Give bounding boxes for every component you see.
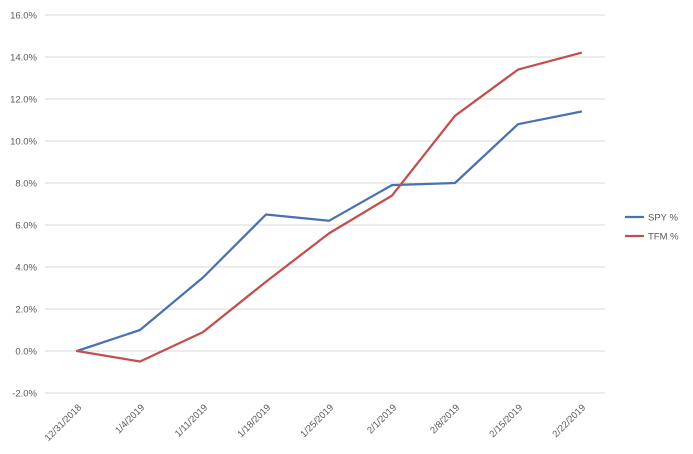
x-tick-label: 2/15/2019 [487, 402, 525, 440]
y-tick-label: 10.0% [10, 137, 37, 148]
x-tick-label: 2/22/2019 [550, 402, 588, 440]
gridlines [45, 14, 605, 394]
y-tick-label: 12.0% [10, 95, 37, 106]
y-tick-label: -2.0% [12, 389, 37, 400]
x-axis: 12/31/2018 1/4/2019 1/11/2019 1/18/2019 1/25… [43, 350, 605, 444]
x-tick-label: 12/31/2018 [43, 402, 84, 443]
x-tick-label: 1/18/2019 [235, 402, 273, 440]
y-axis-ticks: -2.0% 0.0% 2.0% 4.0% 6.0% 8.0% 10.0% 12.0% 14.0%… [10, 11, 37, 400]
x-tick-label: 1/25/2019 [298, 402, 336, 440]
x-tick-label: 1/11/2019 [173, 402, 210, 439]
legend: SPY % TFM % [625, 213, 679, 243]
y-tick-label: 2.0% [15, 305, 37, 316]
y-tick-label: 8.0% [15, 179, 37, 190]
y-tick-label: 6.0% [15, 221, 37, 232]
legend-label: TFM % [648, 232, 679, 243]
y-tick-label: 0.0% [15, 347, 37, 358]
series-line-1 [75, 110, 583, 353]
y-tick-label: 16.0% [10, 11, 37, 22]
x-tick-label: 1/4/2019 [113, 402, 147, 436]
y-tick-label: 14.0% [10, 53, 37, 64]
series-lines [75, 51, 583, 363]
x-tick-label: 2/1/2019 [365, 402, 399, 436]
y-tick-label: 4.0% [15, 263, 37, 274]
legend-label: SPY % [648, 213, 678, 224]
x-tick-label: 2/8/2019 [428, 402, 462, 436]
